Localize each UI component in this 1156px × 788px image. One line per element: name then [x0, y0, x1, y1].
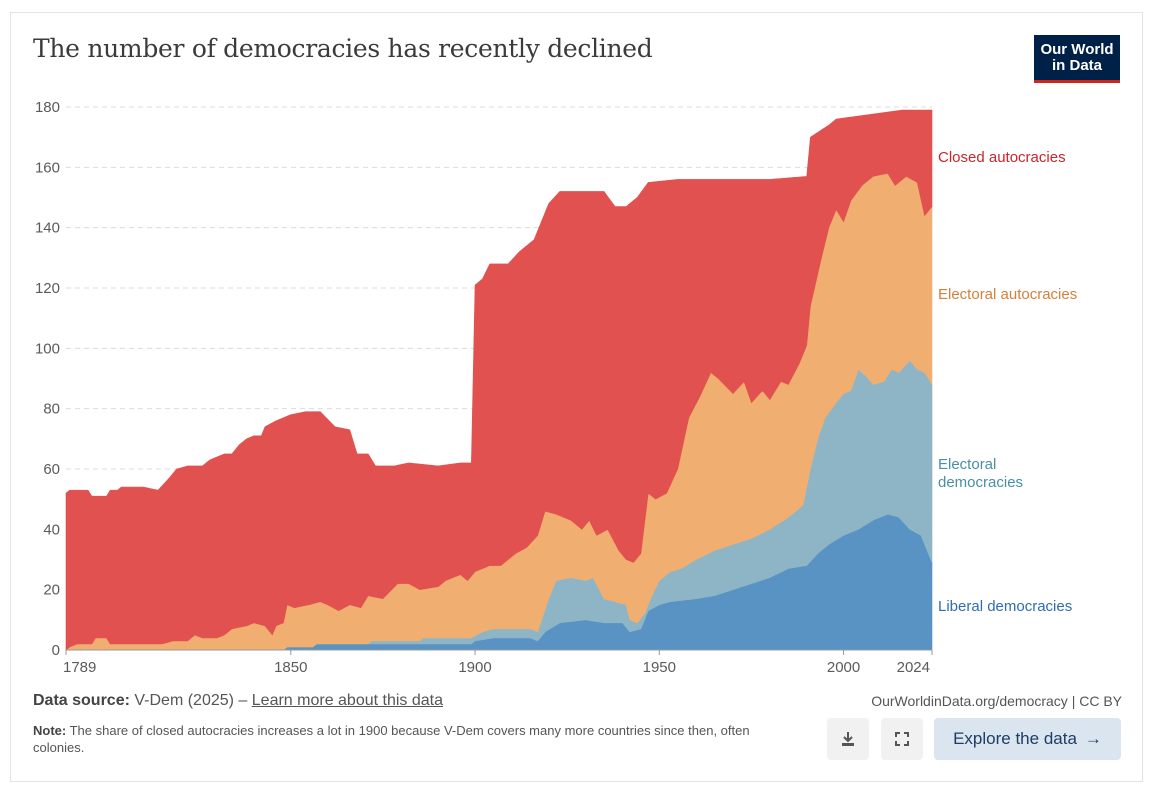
y-tick-label: 20 — [43, 582, 60, 599]
download-button[interactable] — [827, 718, 869, 760]
y-tick-label: 0 — [52, 642, 60, 659]
source-label: Data source: — [33, 692, 130, 709]
y-tick-label: 160 — [35, 159, 60, 176]
chart-frame — [10, 12, 1143, 782]
logo-line-2: in Data — [1051, 57, 1102, 74]
x-tick-label: 1900 — [458, 659, 491, 676]
y-tick-label: 80 — [43, 401, 60, 418]
arrow-right-icon: → — [1084, 729, 1102, 748]
legend-label: Electoral autocracies — [938, 286, 1077, 303]
x-tick-label: 1950 — [643, 659, 676, 676]
source-value: V-Dem (2025) – — [134, 692, 252, 709]
x-tick-label: 1850 — [274, 659, 307, 676]
legend-label: Electoral democracies — [938, 456, 1023, 491]
legend-label: Liberal democracies — [938, 598, 1072, 615]
source-url[interactable]: OurWorldinData.org/democracy | CC BY — [871, 693, 1122, 709]
chart-title: The number of democracies has recently d… — [33, 34, 653, 63]
y-tick-label: 180 — [35, 99, 60, 116]
fullscreen-button[interactable] — [881, 718, 923, 760]
area-closed-autocracies — [65, 109, 933, 651]
x-tick-label: 1789 — [63, 659, 96, 676]
legend-label: Closed autocracies — [938, 149, 1066, 166]
fullscreen-icon — [895, 732, 909, 746]
explore-label: Explore the data — [953, 729, 1077, 748]
owid-logo[interactable]: Our World in Data — [1034, 35, 1120, 83]
note-label: Note: — [33, 723, 67, 738]
x-tick-label: 2024 — [897, 659, 930, 676]
logo-line-1: Our World — [1040, 41, 1114, 58]
learn-more-link[interactable]: Learn more about this data — [251, 692, 443, 709]
data-source: Data source: V-Dem (2025) – Learn more a… — [33, 692, 443, 710]
x-tick-label: 2000 — [827, 659, 860, 676]
download-icon — [842, 732, 854, 746]
y-tick-label: 40 — [43, 521, 60, 538]
y-tick-label: 140 — [35, 220, 60, 237]
y-tick-label: 100 — [35, 340, 60, 357]
chart-note: Note: The share of closed autocracies in… — [33, 722, 803, 756]
explore-data-button[interactable]: Explore the data → — [934, 718, 1121, 760]
y-tick-label: 120 — [35, 280, 60, 297]
note-text: The share of closed autocracies increase… — [33, 723, 750, 755]
y-tick-label: 60 — [43, 461, 60, 478]
